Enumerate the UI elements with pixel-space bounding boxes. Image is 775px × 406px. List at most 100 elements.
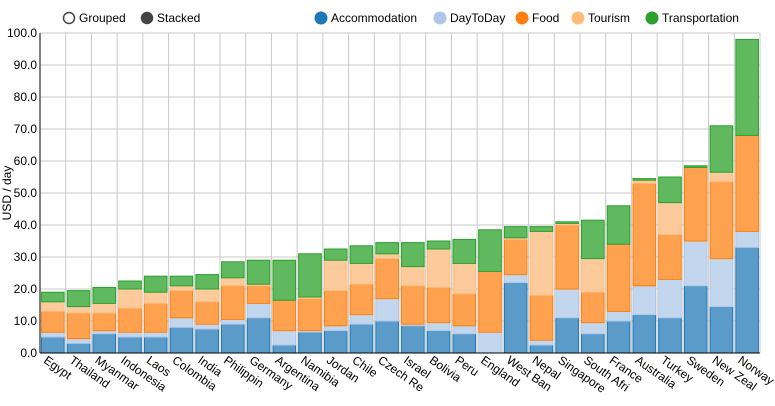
bar-transportation-indonesia[interactable] <box>118 280 142 290</box>
bar-accommodation-chile[interactable] <box>349 323 374 354</box>
bar-accommodation-myanmar[interactable] <box>92 333 117 354</box>
bar-food-philippines[interactable] <box>221 285 245 320</box>
bar-accommodation-israel[interactable] <box>401 325 425 354</box>
bar-food-jordan[interactable] <box>323 290 348 327</box>
bar-tourism-myanmar[interactable] <box>92 302 117 314</box>
bar-transportation-laos[interactable] <box>143 275 168 293</box>
mode-radio-stacked[interactable] <box>140 11 154 25</box>
bar-tourism-thailand[interactable] <box>66 306 91 314</box>
bar-accommodation-australia[interactable] <box>632 314 657 354</box>
bar-food-turkey[interactable] <box>658 234 682 280</box>
bar-accommodation-argentina[interactable] <box>272 344 297 354</box>
bar-transportation-australia[interactable] <box>632 178 657 181</box>
bar-daytoday-indonesia[interactable] <box>118 331 142 338</box>
bar-tourism-philippines[interactable] <box>221 277 245 287</box>
mode-label-stacked[interactable]: Stacked <box>157 11 200 25</box>
bar-daytoday-chile[interactable] <box>349 314 374 325</box>
bar-food-singapore[interactable] <box>555 224 579 290</box>
bar-transportation-france[interactable] <box>606 205 631 245</box>
bar-food-india[interactable] <box>195 301 219 325</box>
bar-transportation-colombia[interactable] <box>169 275 194 287</box>
bar-accommodation-egypt[interactable] <box>41 336 65 354</box>
bar-food-egypt[interactable] <box>41 310 65 333</box>
bar-transportation-israel[interactable] <box>401 242 425 268</box>
bar-accommodation-south-africa[interactable] <box>581 333 605 354</box>
bar-daytoday-new-zealand[interactable] <box>709 258 734 308</box>
bar-transportation-nepal[interactable] <box>529 226 554 232</box>
bar-accommodation-turkey[interactable] <box>658 317 682 354</box>
bar-daytoday-france[interactable] <box>606 310 631 322</box>
bar-tourism-indonesia[interactable] <box>118 288 142 309</box>
legend-marker-daytoday[interactable] <box>433 11 447 25</box>
bar-accommodation-namibia[interactable] <box>298 331 322 354</box>
bar-accommodation-sweden[interactable] <box>683 285 708 354</box>
bar-food-chile[interactable] <box>349 283 374 316</box>
bar-tourism-india[interactable] <box>195 288 219 303</box>
bar-tourism-laos[interactable] <box>143 291 168 304</box>
bar-tourism-nepal[interactable] <box>529 230 554 296</box>
bar-transportation-argentina[interactable] <box>272 259 297 301</box>
bar-food-nepal[interactable] <box>529 294 554 341</box>
bar-accommodation-germany[interactable] <box>246 317 271 354</box>
legend-label-daytoday[interactable]: DayToDay <box>450 11 505 25</box>
bar-daytoday-laos[interactable] <box>143 331 168 338</box>
bar-daytoday-singapore[interactable] <box>555 288 579 319</box>
bar-tourism-czech-republic[interactable] <box>375 253 399 260</box>
bar-transportation-thailand[interactable] <box>66 290 91 308</box>
bar-transportation-jordan[interactable] <box>323 248 348 261</box>
bar-accommodation-indonesia[interactable] <box>118 336 142 354</box>
bar-daytoday-jordan[interactable] <box>323 325 348 332</box>
legend-marker-food[interactable] <box>515 11 529 25</box>
bar-transportation-sweden[interactable] <box>683 165 708 168</box>
bar-tourism-chile[interactable] <box>349 262 374 285</box>
bar-food-australia[interactable] <box>632 182 657 287</box>
bar-transportation-england[interactable] <box>478 229 502 272</box>
bar-tourism-peru[interactable] <box>452 262 477 295</box>
bar-transportation-norway[interactable] <box>735 38 759 136</box>
bar-transportation-chile[interactable] <box>349 245 374 264</box>
bar-accommodation-singapore[interactable] <box>555 317 579 354</box>
bar-transportation-germany[interactable] <box>246 259 271 285</box>
bar-tourism-colombia[interactable] <box>169 285 194 292</box>
bar-daytoday-philippines[interactable] <box>221 318 245 325</box>
bar-accommodation-peru[interactable] <box>452 333 477 354</box>
bar-daytoday-colombia[interactable] <box>169 317 194 328</box>
bar-transportation-peru[interactable] <box>452 238 477 264</box>
bar-accommodation-nepal[interactable] <box>529 344 554 354</box>
bar-accommodation-new-zealand[interactable] <box>709 306 734 354</box>
bar-tourism-south-africa[interactable] <box>581 258 605 293</box>
bar-tourism-bolivia[interactable] <box>426 248 451 288</box>
bar-daytoday-argentina[interactable] <box>272 330 297 346</box>
bar-transportation-namibia[interactable] <box>298 253 322 298</box>
bar-daytoday-india[interactable] <box>195 323 219 330</box>
bar-accommodation-bolivia[interactable] <box>426 330 451 354</box>
bar-accommodation-philippines[interactable] <box>221 323 245 354</box>
bar-transportation-myanmar[interactable] <box>92 286 117 304</box>
bar-tourism-turkey[interactable] <box>658 202 682 236</box>
bar-accommodation-norway[interactable] <box>735 246 759 354</box>
legend-label-accommodation[interactable]: Accommodation <box>331 11 417 25</box>
bar-food-indonesia[interactable] <box>118 307 142 333</box>
bar-tourism-jordan[interactable] <box>323 259 348 292</box>
bar-transportation-west-bank[interactable] <box>503 226 528 239</box>
mode-label-grouped[interactable]: Grouped <box>79 11 126 25</box>
legend-marker-transportation[interactable] <box>645 11 659 25</box>
bar-accommodation-jordan[interactable] <box>323 330 348 354</box>
bar-food-myanmar[interactable] <box>92 312 117 332</box>
bar-food-new-zealand[interactable] <box>709 181 734 260</box>
bar-food-laos[interactable] <box>143 302 168 333</box>
bar-food-czech-republic[interactable] <box>375 258 399 300</box>
bar-transportation-czech-republic[interactable] <box>375 242 399 255</box>
legend-marker-tourism[interactable] <box>571 11 585 25</box>
bar-daytoday-australia[interactable] <box>632 285 657 316</box>
bar-daytoday-nepal[interactable] <box>529 339 554 346</box>
bar-transportation-india[interactable] <box>195 274 219 290</box>
bar-daytoday-south-africa[interactable] <box>581 322 605 335</box>
bar-daytoday-norway[interactable] <box>735 230 759 248</box>
mode-radio-grouped[interactable] <box>62 11 76 25</box>
bar-food-argentina[interactable] <box>272 299 297 332</box>
bar-food-israel[interactable] <box>401 285 425 325</box>
bar-food-thailand[interactable] <box>66 312 91 340</box>
bar-transportation-egypt[interactable] <box>41 291 65 303</box>
bar-tourism-new-zealand[interactable] <box>709 171 734 183</box>
